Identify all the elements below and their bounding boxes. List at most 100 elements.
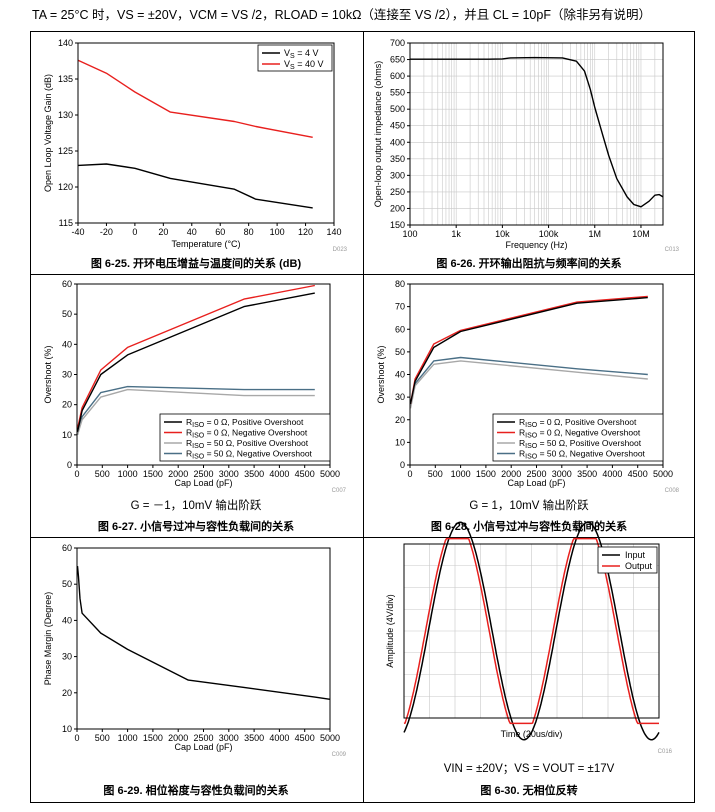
fig6-25-series-black [77, 163, 313, 209]
fig6-29-xtick-label: 3000 [219, 733, 239, 743]
fig6-26-ytick-label: 600 [390, 71, 405, 81]
caption-fig-6-27: 图 6-27. 小信号过冲与容性负载间的关系 [97, 521, 295, 533]
fig6-27-ytick-label: 60 [62, 279, 72, 289]
fig6-29-code: C009 [332, 752, 347, 758]
fig6-29-xtick-label: 1500 [143, 733, 163, 743]
fig6-27-xtick-label: 3000 [219, 469, 239, 479]
fig6-27-xtick-label: 4000 [269, 469, 289, 479]
fig6-29-xtick-label: 4000 [269, 733, 289, 743]
fig6-27-xtick-label: 1000 [118, 469, 138, 479]
fig6-28-xtick-label: 3000 [552, 469, 572, 479]
fig6-27-legend-box [159, 413, 331, 462]
fig6-28-xtick-label: 4500 [628, 469, 648, 479]
fig6-29-ytick-label: 50 [62, 579, 72, 589]
fig6-27-code: C007 [332, 488, 347, 494]
fig6-29-ytick-label: 20 [62, 688, 72, 698]
fig6-28-ytick-label: 0 [400, 460, 405, 470]
fig6-25-xtick-label: 20 [158, 227, 168, 237]
fig6-27-xtick-label: 1500 [143, 469, 163, 479]
fig6-27-ytick-label: 30 [62, 370, 72, 380]
fig6-30-ylabel: Amplitude (4V/div) [385, 594, 395, 668]
fig6-28-code: C008 [665, 488, 680, 494]
fig6-25-xtick-label: 40 [187, 227, 197, 237]
fig6-25-legend-box [257, 44, 333, 72]
fig6-27-legend-label: RISO = 0 Ω, Positive Overshoot [186, 417, 304, 429]
fig6-26-xtick-label: 100k [539, 229, 559, 239]
note-fig-6-30: VIN = ±20V；VS = VOUT = ±17V [443, 763, 615, 775]
fig6-28-xtick-label: 4000 [602, 469, 622, 479]
fig6-25-ytick-label: 125 [58, 146, 73, 156]
fig6-30-series-output [403, 537, 659, 725]
fig6-26-xlabel: Frequency (Hz) [505, 240, 567, 250]
fig6-27-ytick-label: 20 [62, 400, 72, 410]
fig6-26-ytick-label: 400 [390, 137, 405, 147]
fig6-28-legend-label: RISO = 50 Ω, Negative Overshoot [519, 449, 646, 461]
fig6-27-xtick-label: 3500 [244, 469, 264, 479]
fig6-27-series-gray [76, 388, 315, 436]
fig6-27-xtick-label: 0 [74, 469, 79, 479]
caption-fig-6-25: 图 6-25. 开环电压增益与温度间的关系 (dB) [90, 258, 302, 270]
fig6-25-ytick-label: 130 [58, 110, 73, 120]
fig6-27-xtick-label: 500 [95, 469, 110, 479]
fig6-29-xtick-label: 2500 [193, 733, 213, 743]
fig6-28-series-black [409, 296, 648, 405]
fig6-27-ytick-label: 40 [62, 339, 72, 349]
fig6-26-ylabel: Open-loop output impedance (ohms) [373, 61, 383, 208]
fig6-30-legend-label: Input [625, 550, 646, 560]
fig6-28-series-gray [409, 360, 648, 409]
fig6-26-xtick-label: 10M [632, 229, 650, 239]
fig6-27-ylabel: Overshoot (%) [43, 345, 53, 403]
fig6-26-ytick-label: 550 [390, 88, 405, 98]
fig6-27-xlabel: Cap Load (pF) [174, 478, 232, 488]
fig6-25-series-red [77, 59, 313, 138]
fig6-25-legend-label: VS = 40 V [284, 59, 323, 71]
fig6-29-xlabel: Cap Load (pF) [174, 742, 232, 752]
fig6-26-code: C013 [665, 247, 680, 253]
fig6-29-xtick-label: 0 [74, 733, 79, 743]
caption-fig-6-26: 图 6-26. 开环输出阻抗与频率间的关系 [436, 258, 622, 270]
test-conditions-header: TA = 25°C 时，VS = ±20V，VCM = VS /2，RLOAD … [32, 8, 651, 22]
fig6-26-series-black [410, 56, 664, 208]
fig6-26-ytick-label: 300 [390, 170, 405, 180]
fig6-28-ytick-label: 50 [395, 347, 405, 357]
fig6-25-ytick-label: 120 [58, 182, 73, 192]
fig6-28-ytick-label: 40 [395, 370, 405, 380]
fig6-28-legend-label: RISO = 0 Ω, Positive Overshoot [519, 417, 637, 429]
fig6-26-ytick-label: 150 [390, 220, 405, 230]
fig6-28-xtick-label: 2500 [526, 469, 546, 479]
fig6-27-legend-label: RISO = 50 Ω, Positive Overshoot [186, 438, 309, 450]
fig6-25-xtick-label: 100 [270, 227, 285, 237]
fig6-30-legend-label: Output [625, 561, 653, 571]
note-fig-6-28: G = 1，10mV 输出阶跃 [469, 500, 589, 512]
fig6-25-plot-frame [77, 42, 335, 224]
fig6-27-series-steel [76, 385, 315, 435]
fig6-28-xlabel: Cap Load (pF) [507, 478, 565, 488]
fig6-25-xtick-label: -40 [71, 227, 84, 237]
fig6-25-ytick-label: 135 [58, 74, 73, 84]
fig6-26-ytick-label: 500 [390, 104, 405, 114]
fig6-28-legend-box [492, 413, 664, 462]
caption-fig-6-30: 图 6-30. 无相位反转 [480, 785, 578, 797]
fig6-28-ytick-label: 70 [395, 302, 405, 312]
fig6-25-ytick-label: 140 [58, 38, 73, 48]
fig6-30-series-input [403, 521, 660, 741]
caption-fig-6-28: 图 6-28. 小信号过冲与容性负载间的关系 [430, 521, 628, 533]
fig6-27-xtick-label: 2500 [193, 469, 213, 479]
fig6-28-xtick-label: 500 [428, 469, 443, 479]
fig6-30-code: C016 [658, 749, 673, 755]
fig6-28-xtick-label: 1500 [476, 469, 496, 479]
fig6-26-xtick-label: 100 [402, 229, 417, 239]
fig6-28-xtick-label: 5000 [653, 469, 673, 479]
fig6-25-xtick-label: 120 [298, 227, 313, 237]
fig6-26-xtick-label: 10k [495, 229, 510, 239]
fig6-26-ytick-label: 200 [390, 203, 405, 213]
fig6-28-ytick-label: 20 [395, 415, 405, 425]
fig6-29-ytick-label: 30 [62, 652, 72, 662]
fig6-25-xtick-label: 140 [326, 227, 341, 237]
fig6-25-xtick-label: 60 [215, 227, 225, 237]
fig6-30-plot-frame [403, 543, 660, 719]
fig6-28-ylabel: Overshoot (%) [376, 345, 386, 403]
fig6-27-legend-label: RISO = 50 Ω, Negative Overshoot [186, 449, 313, 461]
fig6-27-ytick-label: 0 [67, 460, 72, 470]
